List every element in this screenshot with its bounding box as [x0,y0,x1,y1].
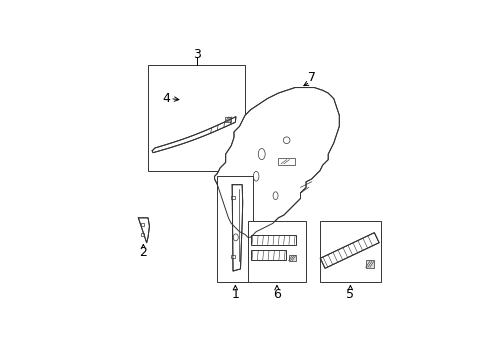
Bar [365,260,373,268]
Text: 7: 7 [307,71,315,84]
Polygon shape [152,117,235,153]
Text: 4: 4 [162,92,170,105]
Ellipse shape [258,149,264,159]
Ellipse shape [253,171,259,181]
Ellipse shape [233,234,238,241]
Bar [250,235,295,245]
Ellipse shape [272,192,278,199]
Polygon shape [320,233,378,268]
Bar [231,255,234,258]
Text: 6: 6 [272,288,280,301]
Bar [278,158,294,165]
Bar [288,255,295,261]
Bar [231,196,234,199]
Bar [148,66,244,171]
Text: 1: 1 [231,288,239,301]
Polygon shape [214,87,339,237]
Bar [250,251,285,260]
Bar [247,221,305,282]
Text: 2: 2 [139,246,147,259]
Polygon shape [138,218,149,243]
Text: 5: 5 [346,288,354,301]
Bar [319,221,380,282]
Circle shape [283,137,289,144]
Polygon shape [232,185,242,271]
Text: 3: 3 [192,48,200,61]
Bar [217,176,253,282]
Bar [225,117,231,122]
Bar [141,223,144,226]
Bar [141,233,143,236]
